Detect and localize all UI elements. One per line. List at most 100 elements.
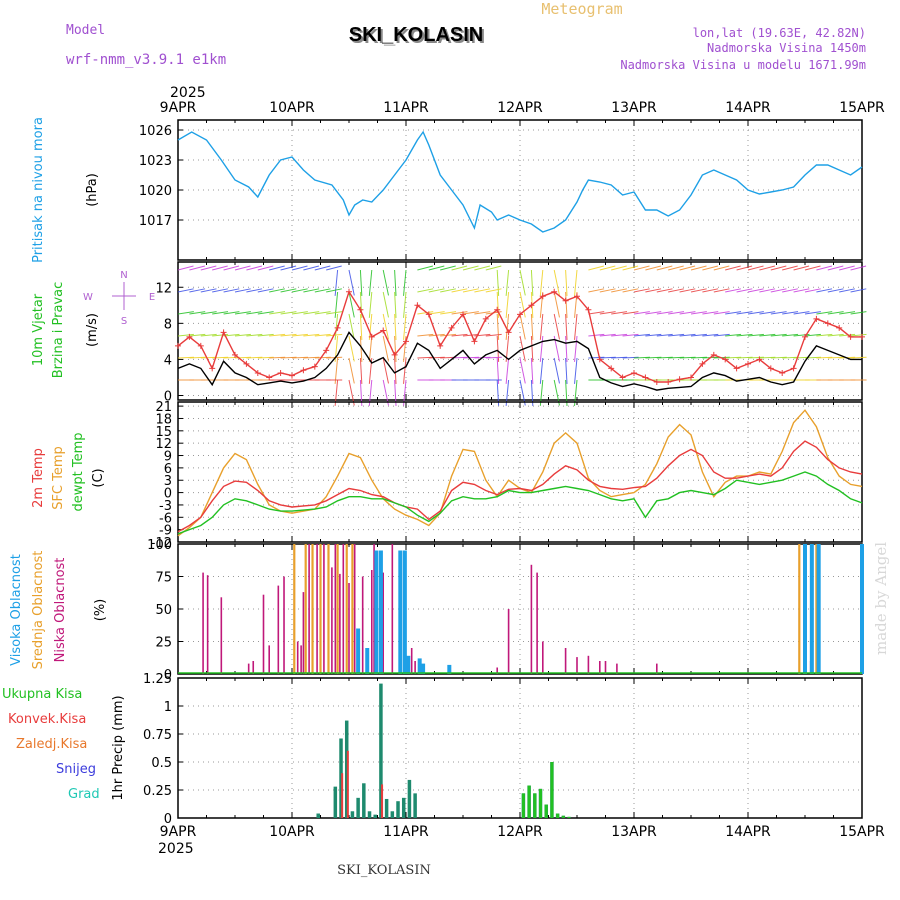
y-tick-label: 15 — [155, 425, 172, 440]
wind-arrow — [223, 265, 240, 271]
y-tick-label: 12 — [155, 437, 172, 452]
low-cloud-ylabel: Niska Oblacnost — [53, 558, 68, 663]
wind-arrow — [257, 333, 274, 337]
wind-gust-marker — [517, 311, 523, 318]
conv-precip-bar — [346, 750, 349, 818]
high-cloud-bar — [374, 550, 379, 674]
wind-arrow — [747, 333, 764, 337]
wind-gust-marker — [733, 365, 740, 372]
wind-arrow — [839, 333, 856, 337]
wind-arrow — [611, 311, 628, 315]
total-precip-bar-rain — [521, 793, 525, 818]
wind-arrow — [348, 291, 355, 318]
wind-arrow — [725, 265, 741, 271]
mid-cloud-bar — [815, 544, 818, 674]
wind-arrow — [816, 265, 833, 271]
wind-arrow — [403, 269, 407, 296]
wind-arrow — [539, 269, 544, 296]
mid-cloud-bar — [304, 544, 307, 674]
wind-arrow — [759, 288, 776, 293]
wind-arrow — [417, 288, 434, 293]
wind-gust-marker — [494, 306, 501, 313]
wind-arrow — [505, 269, 510, 296]
wind-arrow — [291, 311, 308, 315]
total-precip-bar — [396, 801, 400, 818]
wind-arrow — [382, 291, 389, 318]
y-tick-label: 0.5 — [151, 756, 172, 771]
wind-arrow — [736, 311, 753, 315]
wind-arrow — [368, 269, 373, 296]
wind-arrow — [394, 357, 397, 384]
low-cloud-bar — [247, 663, 250, 674]
wind-arrow — [759, 333, 776, 337]
wind-arrow — [505, 357, 510, 384]
wind-arrow — [440, 288, 456, 293]
wind-arrow — [485, 288, 502, 293]
total-precip-bar — [356, 797, 360, 818]
wind-arrow — [326, 311, 343, 315]
y-tick-label: 1026 — [139, 124, 172, 139]
low-cloud-bar — [382, 572, 384, 674]
total-precip-bar — [344, 720, 349, 818]
sfc-ylabel: SFC Temp — [51, 446, 66, 510]
y-tick-label: 0 — [164, 389, 172, 404]
wind-arrow — [280, 288, 297, 293]
total-precip-bar-rain — [533, 793, 537, 818]
top-time-label: 9APR — [160, 100, 197, 116]
total-precip-bar — [401, 797, 406, 818]
wind-arrow — [359, 335, 363, 362]
low-cloud-bar — [414, 661, 416, 674]
wind-arrow — [212, 265, 228, 271]
low-cloud-bar — [361, 576, 364, 674]
wind-arrow — [246, 356, 263, 359]
wind-arrow — [223, 333, 240, 337]
wind-arrow — [462, 288, 479, 293]
wind-arrow — [782, 265, 798, 271]
high-cloud-bar — [803, 544, 807, 674]
low-cloud-bar — [262, 594, 265, 674]
wind-arrow — [645, 333, 662, 337]
wind-gust-marker — [289, 372, 295, 379]
wind-arrow — [189, 288, 206, 293]
wind-gust-marker — [414, 302, 421, 309]
wind-gust-marker — [539, 293, 546, 300]
y-tick-label: 4 — [164, 353, 172, 368]
wind-arrow — [519, 313, 526, 340]
wind-arrow — [645, 356, 662, 359]
low-cloud-bar — [542, 641, 544, 674]
wind-arrow — [850, 356, 867, 359]
wind-arrow — [530, 357, 534, 384]
wind-arrow — [417, 265, 434, 271]
footer-station: SKI_KOLASIN — [337, 863, 431, 878]
y-tick-label: 75 — [155, 571, 172, 586]
low-cloud-bar — [391, 544, 394, 674]
panel-frame — [177, 261, 863, 401]
wind-gust-marker — [460, 311, 466, 318]
wind-arrow — [440, 333, 457, 337]
wind-arrow — [474, 265, 491, 271]
wind-arrow — [565, 357, 568, 384]
total-precip-bar-rain — [539, 788, 543, 818]
wind-arrow — [200, 356, 217, 359]
watermark: made by Angel — [872, 542, 890, 655]
wind-arrow — [839, 265, 855, 271]
wind-arrow — [850, 265, 867, 271]
wind-gust-marker — [368, 333, 375, 340]
wind-arrow — [257, 288, 274, 293]
low-cloud-bar — [587, 655, 590, 674]
wind-arrow — [303, 356, 320, 359]
wind-arrow — [770, 356, 787, 359]
wind-arrow — [257, 356, 274, 359]
wind-arrow — [668, 288, 684, 293]
wind-arrow — [725, 333, 742, 337]
wind-arrow — [565, 335, 568, 362]
wind-arrow — [611, 288, 627, 293]
wind-arrow — [326, 265, 342, 271]
wind-arrow — [177, 356, 195, 359]
wind-gust-marker — [186, 333, 193, 340]
wind-gust-marker — [802, 333, 808, 340]
wind-arrow — [496, 269, 500, 296]
wind-arrow — [177, 265, 194, 271]
wind-arrow — [770, 333, 787, 337]
